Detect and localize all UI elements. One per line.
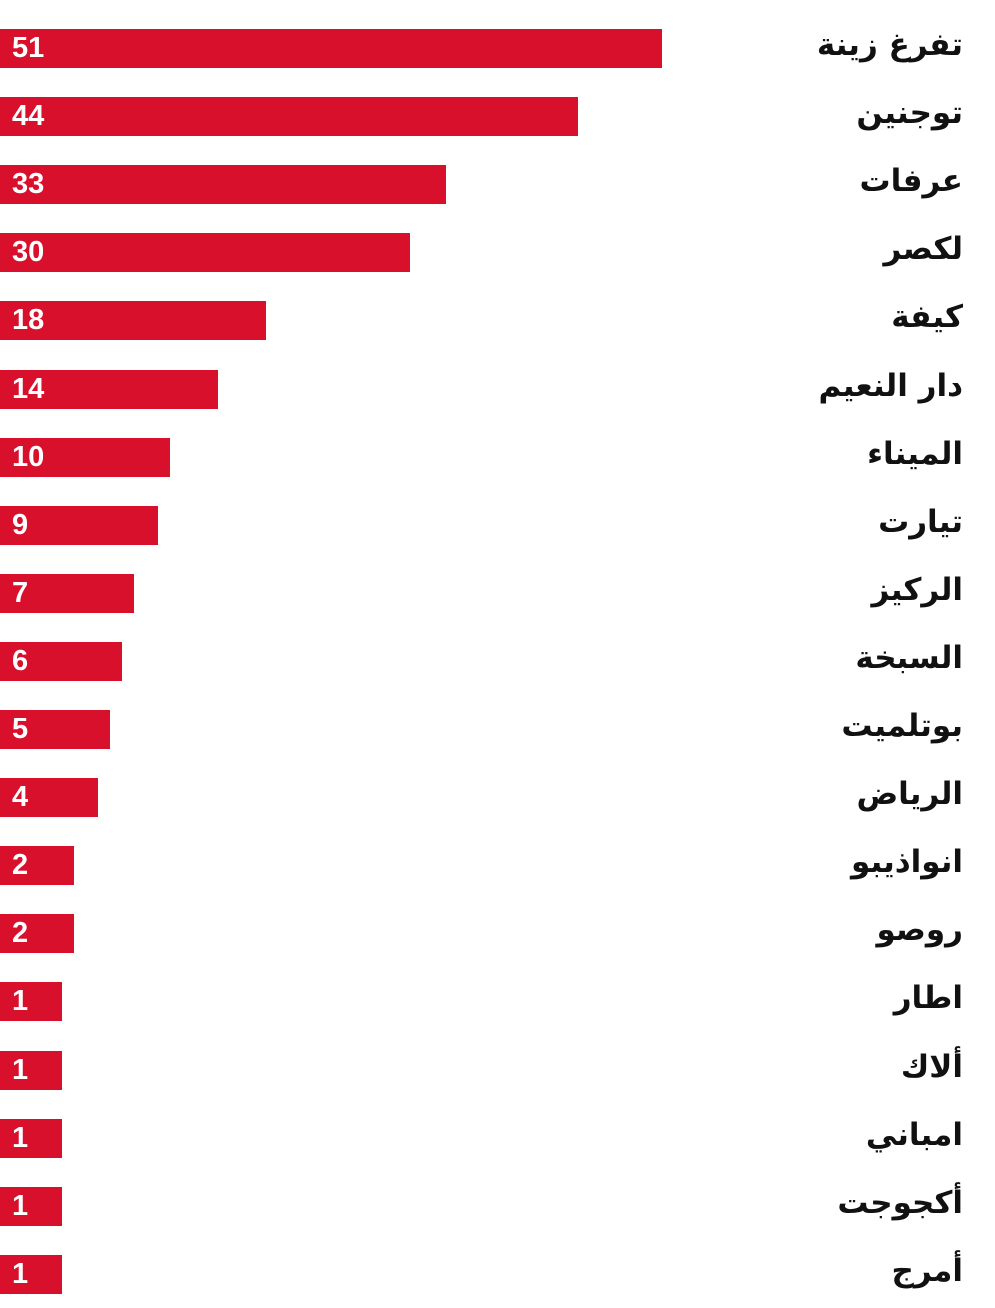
bar (0, 301, 266, 341)
bar (0, 165, 446, 205)
category-label: أمرج (891, 1252, 963, 1289)
data-label: 1 (12, 1121, 29, 1154)
data-label: 33 (12, 168, 45, 201)
data-label: 18 (12, 304, 45, 337)
bar (0, 982, 62, 1022)
bar (0, 1050, 62, 1090)
bar (0, 914, 74, 954)
data-label: 1 (12, 1189, 29, 1222)
data-label: 1 (12, 1053, 29, 1086)
bar (0, 846, 74, 886)
category-label: عرفات (859, 163, 963, 200)
category-label: دار النعيم (818, 367, 963, 404)
bar (0, 573, 134, 613)
bar (0, 505, 158, 545)
bar (0, 710, 110, 749)
category-label: أكجوجت (837, 1184, 963, 1221)
data-label: 1 (12, 1257, 29, 1290)
category-label: انواذيبو (851, 844, 963, 881)
bar (0, 233, 410, 273)
data-label: 5 (12, 713, 29, 745)
category-label: امباني (865, 1116, 963, 1153)
category-label: الميناء (867, 435, 963, 472)
bar (0, 1118, 62, 1158)
bar (0, 778, 98, 818)
category-label: الرياض (856, 776, 963, 813)
data-label: 30 (12, 236, 45, 269)
data-label: 51 (12, 32, 45, 64)
category-label: اطار (893, 980, 963, 1017)
data-label: 6 (12, 644, 29, 677)
data-label: 7 (12, 576, 29, 609)
category-label: تفرغ زينة (816, 27, 963, 63)
bar (0, 97, 578, 137)
category-label: توجنين (856, 95, 963, 132)
bar (0, 369, 218, 409)
bar (0, 1186, 62, 1226)
data-label: 10 (12, 440, 45, 473)
bar (0, 29, 662, 68)
category-label: كيفة (891, 299, 963, 336)
category-label: لكصر (883, 231, 964, 268)
bar (0, 1254, 62, 1294)
category-label: الركيز (871, 571, 963, 608)
bar (0, 641, 122, 681)
data-label: 2 (12, 917, 29, 950)
data-label: 2 (12, 849, 29, 882)
category-label: السبخة (855, 639, 963, 676)
category-label: ألاك (900, 1048, 963, 1085)
category-label: تيارت (878, 503, 963, 540)
data-label: 9 (12, 508, 29, 541)
data-label: 4 (12, 781, 29, 814)
data-label: 44 (12, 100, 45, 133)
category-label: روصو (876, 912, 963, 949)
bar (0, 437, 170, 477)
data-label: 1 (12, 985, 29, 1018)
data-label: 14 (12, 372, 45, 405)
category-label: بوتلميت (841, 708, 963, 744)
